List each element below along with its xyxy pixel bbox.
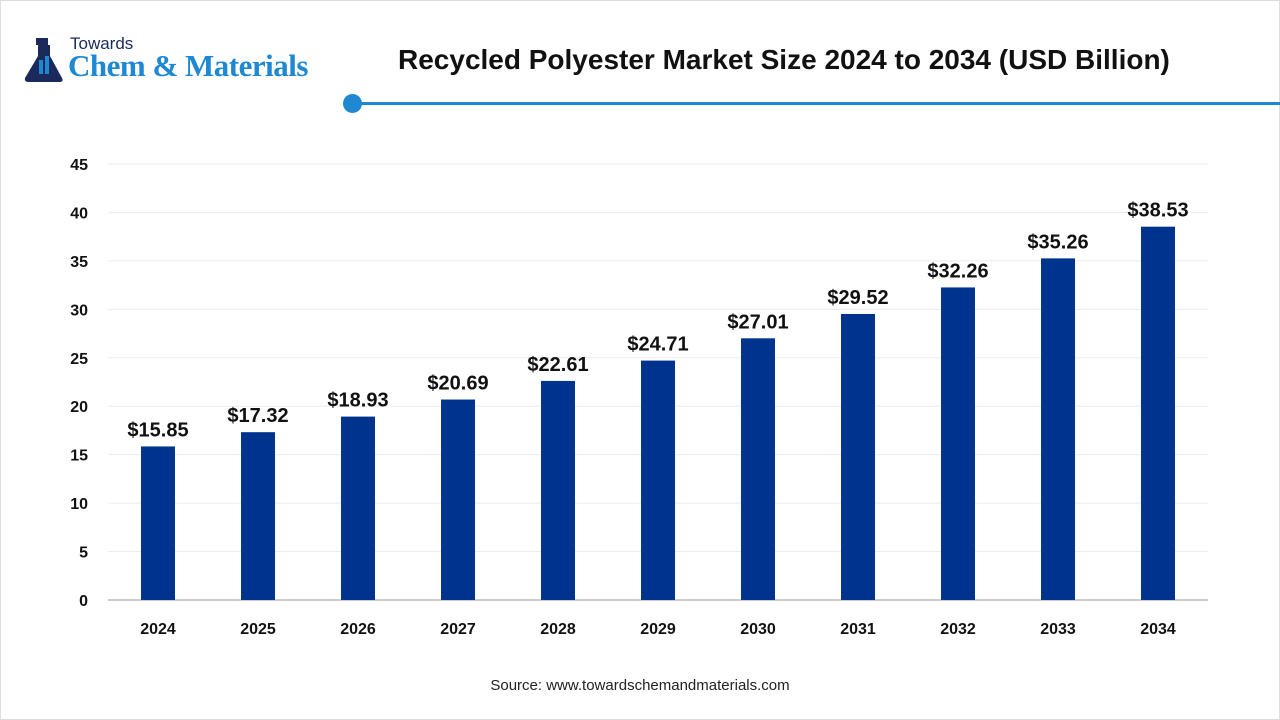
data-label: $17.32 xyxy=(227,405,288,427)
y-tick-label: 25 xyxy=(70,351,88,368)
bar xyxy=(1041,258,1075,600)
chart-title: Recycled Polyester Market Size 2024 to 2… xyxy=(398,44,1170,75)
y-tick-label: 0 xyxy=(79,593,88,610)
bar xyxy=(941,287,975,600)
bar xyxy=(241,432,275,600)
data-label: $20.69 xyxy=(427,373,488,395)
data-label: $22.61 xyxy=(527,354,588,376)
data-label: $32.26 xyxy=(927,260,988,282)
bar xyxy=(441,399,475,600)
y-tick-label: 10 xyxy=(70,496,88,513)
bar xyxy=(141,446,175,600)
x-tick-label: 2028 xyxy=(540,621,576,638)
x-tick-label: 2032 xyxy=(940,621,976,638)
source-note: Source: www.towardschemandmaterials.com xyxy=(490,677,790,694)
y-tick-label: 40 xyxy=(70,205,88,222)
x-tick-label: 2030 xyxy=(740,621,776,638)
bar xyxy=(341,416,375,600)
data-label: $35.26 xyxy=(1027,231,1088,253)
x-tick-label: 2031 xyxy=(840,621,876,638)
y-tick-label: 45 xyxy=(70,157,88,174)
x-tick-label: 2033 xyxy=(1040,621,1076,638)
y-tick-label: 15 xyxy=(70,448,88,465)
data-label: $38.53 xyxy=(1127,200,1188,222)
y-tick-label: 20 xyxy=(70,399,88,416)
y-tick-label: 35 xyxy=(70,254,88,271)
bar xyxy=(541,380,575,600)
data-label: $24.71 xyxy=(627,334,688,356)
y-tick-label: 5 xyxy=(79,545,88,562)
x-tick-label: 2034 xyxy=(1140,621,1176,638)
data-label: $18.93 xyxy=(327,390,388,412)
bar xyxy=(841,313,875,600)
x-tick-label: 2026 xyxy=(340,621,376,638)
bar xyxy=(741,338,775,600)
title-rule-dot xyxy=(343,94,362,113)
bar xyxy=(641,360,675,600)
data-label: $15.85 xyxy=(127,419,188,441)
title-rule xyxy=(352,102,1280,105)
data-label: $27.01 xyxy=(727,311,788,333)
flask-icon xyxy=(24,38,63,82)
x-tick-label: 2024 xyxy=(140,621,176,638)
y-tick-label: 30 xyxy=(70,302,88,319)
bar xyxy=(1141,226,1175,600)
x-tick-label: 2025 xyxy=(240,621,276,638)
data-label: $29.52 xyxy=(827,287,888,309)
logo-towards: Towards xyxy=(70,34,134,53)
logo-chem-materials: Chem & Materials xyxy=(68,48,308,83)
x-tick-label: 2029 xyxy=(640,621,676,638)
x-tick-label: 2027 xyxy=(440,621,476,638)
